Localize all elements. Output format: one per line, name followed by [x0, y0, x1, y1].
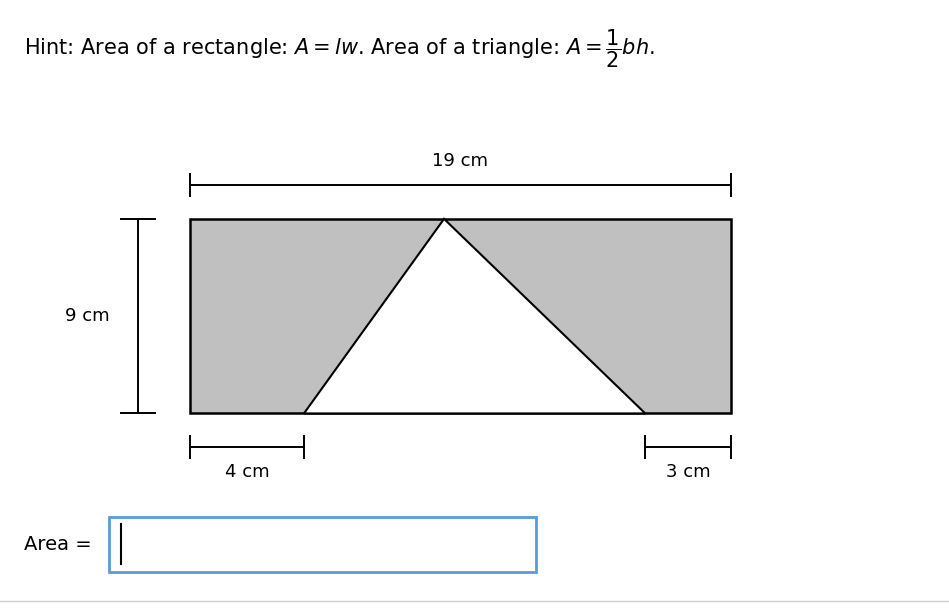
Text: 3 cm: 3 cm — [665, 463, 710, 481]
Bar — [109, 517, 536, 572]
Bar — [190, 219, 731, 413]
Text: Area =: Area = — [24, 534, 98, 554]
Text: Hint: Area of a rectangle: $\mathit{A} = \mathit{lw}$. Area of a triangle: $\mat: Hint: Area of a rectangle: $\mathit{A} =… — [24, 27, 655, 70]
Text: 4 cm: 4 cm — [225, 463, 270, 481]
Text: 9 cm: 9 cm — [65, 307, 109, 325]
Text: 19 cm: 19 cm — [432, 151, 489, 170]
Polygon shape — [304, 219, 645, 413]
